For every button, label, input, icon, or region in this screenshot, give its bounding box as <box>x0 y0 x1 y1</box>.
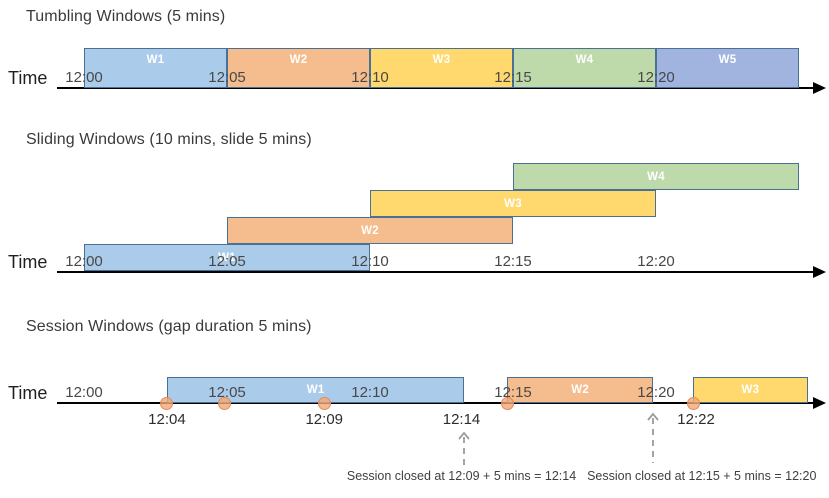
tumbling-section-title: Tumbling Windows (5 mins) <box>26 8 226 25</box>
window-box-w2: W2 <box>227 217 513 244</box>
event-time-label: 12:14 <box>442 411 481 428</box>
window-label: W5 <box>718 54 737 66</box>
time-tick-label: 12:00 <box>65 384 103 401</box>
time-axis-label: Time <box>8 252 48 272</box>
window-label: W2 <box>361 224 379 237</box>
window-label: W2 <box>289 54 308 66</box>
sliding-section-title: Sliding Windows (10 mins, slide 5 mins) <box>26 131 312 148</box>
event-dot-icon <box>686 397 700 410</box>
dashed-up-arrow-icon <box>457 431 471 472</box>
time-tick-label: 12:15 <box>494 253 532 270</box>
window-box-w2: W2 <box>507 377 654 403</box>
axis-arrow-icon <box>813 397 826 409</box>
window-label: W1 <box>146 54 165 66</box>
window-box-w5: W5 <box>656 48 799 88</box>
window-box-w3: W3 <box>693 377 808 403</box>
window-box-w1: W1 <box>84 244 370 271</box>
dashed-up-arrow-icon <box>646 412 660 469</box>
window-box-w2: W2 <box>227 48 370 88</box>
time-tick-label: 12:05 <box>208 253 246 270</box>
time-tick-label: 12:20 <box>637 69 675 86</box>
time-tick-label: 12:20 <box>637 384 675 401</box>
event-dot-icon <box>500 397 514 410</box>
event-dot-icon <box>160 397 174 410</box>
session-closed-note: Session closed at 12:09 + 5 mins = 12:14 <box>346 469 577 483</box>
window-label: W4 <box>575 54 594 66</box>
window-label: W3 <box>504 197 522 210</box>
time-tick-label: 12:15 <box>494 69 532 86</box>
time-axis-label: Time <box>8 383 48 403</box>
time-tick-label: 12:20 <box>637 253 675 270</box>
window-box-w1: W1 <box>166 377 465 403</box>
time-axis <box>57 82 826 94</box>
time-tick-label: 12:05 <box>208 384 246 401</box>
time-tick-label: 12:10 <box>351 69 389 86</box>
window-label: W3 <box>741 384 760 396</box>
axis-arrow-icon <box>813 266 826 278</box>
event-time-label: 12:22 <box>677 411 715 428</box>
time-tick-label: 12:10 <box>351 384 389 401</box>
window-label: W2 <box>571 384 590 396</box>
time-axis <box>57 266 826 278</box>
event-dot-icon <box>217 397 231 410</box>
time-tick-label: 12:05 <box>208 69 246 86</box>
event-time-label: 12:09 <box>305 411 344 428</box>
window-box-w4: W4 <box>513 163 799 190</box>
event-dot-icon <box>317 397 331 410</box>
window-label: W1 <box>306 384 325 396</box>
window-box-w4: W4 <box>513 48 656 88</box>
session-closed-note: Session closed at 12:15 + 5 mins = 12:20 <box>587 469 817 483</box>
window-label: W4 <box>647 170 665 183</box>
window-box-w1: W1 <box>84 48 227 88</box>
time-tick-label: 12:10 <box>351 253 389 270</box>
time-axis-label: Time <box>8 68 48 88</box>
time-tick-label: 12:15 <box>494 384 532 401</box>
window-label: W3 <box>432 54 451 66</box>
time-axis <box>57 397 826 409</box>
axis-arrow-icon <box>813 82 826 94</box>
session-section-title: Session Windows (gap duration 5 mins) <box>26 318 312 335</box>
time-tick-label: 12:00 <box>65 69 103 86</box>
window-label: W1 <box>218 251 236 264</box>
window-box-w3: W3 <box>370 190 656 217</box>
window-box-w3: W3 <box>370 48 513 88</box>
time-tick-label: 12:00 <box>65 253 103 270</box>
event-time-label: 12:04 <box>148 411 186 428</box>
